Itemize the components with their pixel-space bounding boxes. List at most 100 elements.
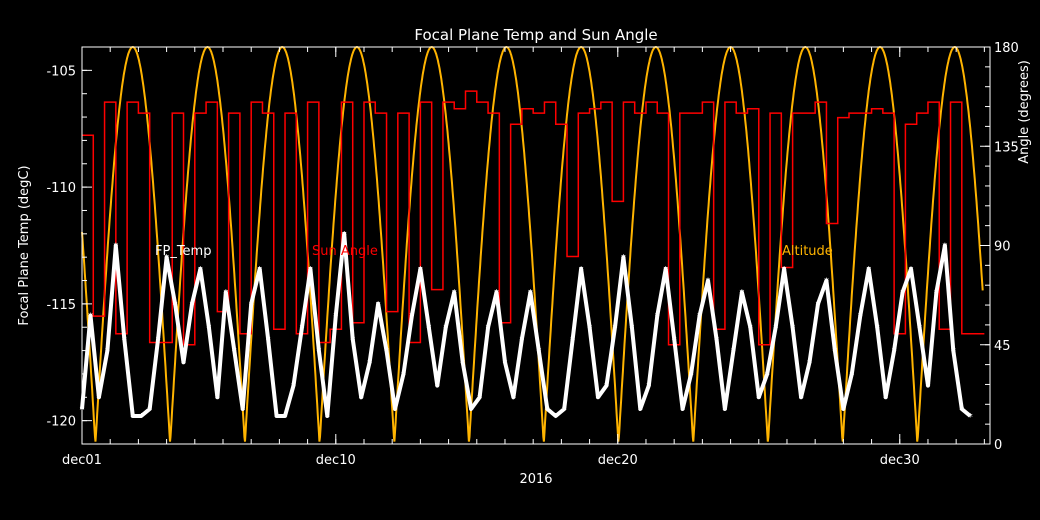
fp-temp-point: * (756, 393, 761, 404)
fp-temp-point: * (959, 405, 964, 416)
fp-temp-point: * (579, 265, 584, 276)
fp-temp-point: * (502, 358, 507, 369)
series-sun-angle (82, 90, 985, 346)
fp-temp-point: * (697, 312, 702, 323)
fp-temp-point: * (367, 358, 372, 369)
fp-temp-point: * (968, 412, 973, 423)
fp-temp-point: * (799, 393, 804, 404)
fp-temp-point: * (409, 312, 414, 323)
fp-temp-point: * (942, 242, 947, 253)
fp-temp-point: * (689, 370, 694, 381)
fp-temp-point: * (587, 323, 592, 334)
fp-temp-point: * (748, 323, 753, 334)
fp-temp-point: * (316, 347, 321, 358)
fp-temp-point: * (528, 288, 533, 299)
fp-temp-point: * (384, 347, 389, 358)
fp-temp-point: * (519, 335, 524, 346)
fp-temp-point: * (824, 277, 829, 288)
fp-temp-point: * (393, 405, 398, 416)
fp-temp-point: * (452, 288, 457, 299)
fp-temp-point: * (638, 405, 643, 416)
fp-temp-point: * (596, 393, 601, 404)
fp-temp-point: * (858, 312, 863, 323)
x-tick-label: dec20 (598, 453, 638, 468)
fp-temp-point: * (909, 265, 914, 276)
fp-temp-point: * (206, 323, 211, 334)
fp-temp-point: * (96, 393, 101, 404)
y-left-tick-label: -110 (46, 181, 76, 196)
fp-temp-point: * (782, 265, 787, 276)
y-left-tick-label: -115 (46, 298, 76, 313)
fp-temp-point: * (477, 393, 482, 404)
fp-temp-point: * (249, 300, 254, 311)
y-right-tick-label: 90 (994, 240, 1011, 255)
fp-temp-point: * (418, 265, 423, 276)
y-left-tick-label: -120 (46, 415, 76, 430)
fp-temp-point: * (739, 288, 744, 299)
legend-label: Sun Angle (312, 244, 378, 259)
x-tick-label: dec30 (880, 453, 920, 468)
fp-temp-point: * (240, 405, 245, 416)
fp-temp-point: * (173, 300, 178, 311)
fp-temp-point: * (257, 265, 262, 276)
fp-temp-point: * (706, 277, 711, 288)
fp-temp-point: * (545, 405, 550, 416)
fp-temp-point: * (376, 300, 381, 311)
series-fp-temp: * * * * * * * * * * * * * * * * * * * * * * * * * * * * * * * * * * * * * * * *… (80, 230, 973, 423)
x-tick-label: dec10 (316, 453, 356, 468)
fp-temp-point: * (266, 335, 271, 346)
legend-label: Altitude (782, 244, 833, 259)
fp-temp-point: * (773, 323, 778, 334)
fp-temp-point: * (139, 412, 144, 423)
fp-temp-point: * (875, 323, 880, 334)
fp-temp-point: * (291, 382, 296, 393)
fp-temp-point: * (663, 265, 668, 276)
fp-temp-point: * (883, 393, 888, 404)
fp-temp-point: * (359, 393, 364, 404)
fp-temp-point: * (223, 288, 228, 299)
fp-temp-point: * (308, 265, 313, 276)
fp-temp-point: * (765, 370, 770, 381)
fp-temp-point: * (494, 288, 499, 299)
y-right-tick-label: 0 (994, 438, 1002, 453)
fp-temp-point: * (951, 347, 956, 358)
axes (81, 46, 991, 445)
x-axis-label: 2016 (519, 472, 552, 487)
fp-temp-point: * (113, 242, 118, 253)
fp-temp-point: * (815, 300, 820, 311)
fp-temp-point: * (900, 288, 905, 299)
series-altitude (81, 45, 984, 442)
fp-temp-point: * (198, 265, 203, 276)
fp-temp-point: * (570, 335, 575, 346)
altitude-line (81, 45, 984, 442)
fp-temp-point: * (325, 412, 330, 423)
fp-temp-point: * (215, 393, 220, 404)
fp-temp-point: * (435, 382, 440, 393)
fp-temp-point: * (934, 288, 939, 299)
fp-temp-point: * (807, 358, 812, 369)
fp-temp-point: * (147, 405, 152, 416)
fp-temp-point: * (646, 382, 651, 393)
fp-temp-point: * (612, 323, 617, 334)
fp-temp-point: * (299, 323, 304, 334)
fp-temp-point: * (655, 312, 660, 323)
fp-temp-point: * (621, 253, 626, 264)
fp-temp-point: * (925, 382, 930, 393)
fp-temp-point: * (283, 412, 288, 423)
fp-temp-point: * (460, 358, 465, 369)
fp-temp-point: * (156, 335, 161, 346)
fp-temp-point: * (680, 405, 685, 416)
fp-temp-point: * (181, 358, 186, 369)
fp-temp-point: * (443, 323, 448, 334)
fp-temp-point: * (536, 347, 541, 358)
fp-temp-point: * (841, 405, 846, 416)
fp-temp-point: * (849, 370, 854, 381)
fp-temp-point: * (511, 393, 516, 404)
sun-angle-line (82, 90, 985, 346)
fp-temp-point: * (130, 412, 135, 423)
x-tick-label: dec01 (62, 453, 102, 468)
fp-temp-point: * (232, 347, 237, 358)
fp-temp-point: * (672, 335, 677, 346)
fp-temp-point: * (714, 335, 719, 346)
